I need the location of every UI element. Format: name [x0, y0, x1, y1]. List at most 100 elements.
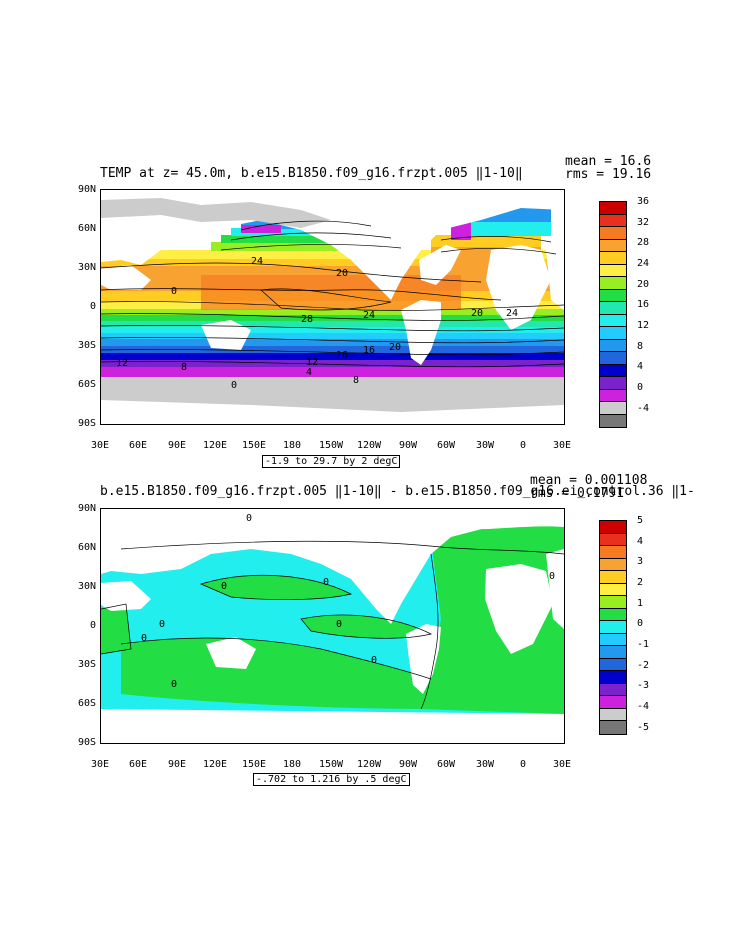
lon-label: 0: [519, 440, 527, 451]
contour-label: 12: [306, 357, 318, 368]
contour-label: 0: [221, 581, 227, 592]
contour-label: 0: [171, 286, 177, 297]
lon-label: 120E: [202, 759, 228, 770]
colorbar-label: 2: [637, 577, 644, 588]
lat-label: 90N: [77, 503, 96, 514]
colorbar-label: 0: [637, 618, 644, 629]
contour-label: 24: [251, 256, 263, 267]
panel1-range: -1.9 to 29.7 by 2 degC: [262, 455, 401, 468]
difference-map-graphic: 0 0 0 0 0 0 0 0 0: [101, 509, 564, 743]
contour-label: 0: [549, 571, 555, 582]
contour-label: 0: [171, 679, 177, 690]
contour-label: 16: [336, 350, 348, 361]
contour-label: 8: [353, 375, 359, 386]
lat-label: 30S: [77, 340, 96, 351]
contour-label: 0: [336, 619, 342, 630]
colorbar-label: 8: [637, 341, 644, 352]
lon-label: 30E: [552, 759, 572, 770]
contour-label: 0: [141, 633, 147, 644]
lon-label: 30W: [475, 759, 495, 770]
contour-label: 0: [246, 513, 252, 524]
lat-label: 0: [89, 301, 96, 312]
temperature-map: 28 24 20 16 12 8 4 0 24 20 16 12 8 20 24…: [100, 189, 565, 425]
contour-label: 24: [363, 310, 375, 321]
lon-label: 120W: [356, 759, 382, 770]
contour-label: 28: [301, 314, 313, 325]
contour-label: 20: [336, 268, 348, 279]
colorbar-label: 20: [637, 279, 650, 290]
colorbar-label: 1: [637, 598, 644, 609]
lat-label: 60N: [77, 223, 96, 234]
lon-label: 60W: [436, 759, 456, 770]
lon-label: 0: [519, 759, 527, 770]
temperature-map-graphic: 28 24 20 16 12 8 4 0 24 20 16 12 8 20 24…: [101, 190, 564, 424]
panel2-rms: rms = 0.1791: [530, 486, 624, 501]
colorbar-label: 4: [637, 536, 644, 547]
colorbar-label: 36: [637, 196, 650, 207]
lon-label: 30E: [90, 759, 110, 770]
colorbar-label: -4: [637, 701, 650, 712]
lon-label: 60E: [128, 759, 148, 770]
contour-label: 0: [323, 577, 329, 588]
lon-label: 150E: [241, 759, 267, 770]
contour-label: 0: [159, 619, 165, 630]
lat-label: 30N: [77, 581, 96, 592]
contour-label: 4: [306, 367, 312, 378]
panel1-colorbar: [599, 201, 627, 428]
colorbar-label: 4: [637, 361, 644, 372]
contour-label: 0: [371, 655, 377, 666]
colorbar-label: 28: [637, 237, 650, 248]
lat-label: 60S: [77, 379, 96, 390]
lon-label: 150W: [318, 440, 344, 451]
lat-label: 30S: [77, 659, 96, 670]
contour-label: 20: [471, 308, 483, 319]
colorbar-label: 24: [637, 258, 650, 269]
contour-label: 20: [389, 342, 401, 353]
colorbar-label: 12: [637, 320, 650, 331]
contour-label: 12: [116, 358, 128, 369]
colorbar-label: 16: [637, 299, 650, 310]
lon-label: 120W: [356, 440, 382, 451]
lat-label: 60N: [77, 542, 96, 553]
lon-label: 90E: [167, 759, 187, 770]
colorbar-label: -5: [637, 722, 650, 733]
contour-label: 16: [363, 345, 375, 356]
lon-label: 150W: [318, 759, 344, 770]
colorbar-label: -3: [637, 680, 650, 691]
colorbar-label: -4: [637, 403, 650, 414]
lat-label: 90S: [77, 737, 96, 748]
lat-label: 0: [89, 620, 96, 631]
panel1-mean: mean = 16.6: [565, 154, 652, 169]
lon-label: 90E: [167, 440, 187, 451]
difference-map: 0 0 0 0 0 0 0 0 0: [100, 508, 565, 744]
panel2-range: -.702 to 1.216 by .5 degC: [253, 773, 410, 786]
panel1-title: TEMP at z= 45.0m, b.e15.B1850.f09_g16.fr…: [100, 166, 523, 181]
panel1-rms: rms = 19.16: [565, 167, 652, 182]
contour-label: 8: [181, 362, 187, 373]
lon-label: 90W: [398, 440, 418, 451]
colorbar-label: 3: [637, 556, 644, 567]
lat-label: 60S: [77, 698, 96, 709]
colorbar-label: 32: [637, 217, 650, 228]
lon-label: 30E: [90, 440, 110, 451]
colorbar-label: -1: [637, 639, 650, 650]
lon-label: 30W: [475, 440, 495, 451]
contour-label: 24: [506, 308, 518, 319]
lon-label: 60E: [128, 440, 148, 451]
colorbar-label: 0: [637, 382, 644, 393]
contour-label: 0: [231, 380, 237, 391]
lat-label: 90S: [77, 418, 96, 429]
panel2-mean: mean = 0.001108: [530, 473, 648, 488]
lon-label: 180: [282, 759, 302, 770]
lon-label: 90W: [398, 759, 418, 770]
lon-label: 150E: [241, 440, 267, 451]
lat-label: 30N: [77, 262, 96, 273]
panel2-title: b.e15.B1850.f09_g16.frzpt.005 ‖1-10‖ - b…: [100, 484, 695, 499]
lon-label: 60W: [436, 440, 456, 451]
lon-label: 180: [282, 440, 302, 451]
lon-label: 30E: [552, 440, 572, 451]
panel2-colorbar: [599, 520, 627, 735]
colorbar-label: -2: [637, 660, 650, 671]
colorbar-label: 5: [637, 515, 644, 526]
lon-label: 120E: [202, 440, 228, 451]
